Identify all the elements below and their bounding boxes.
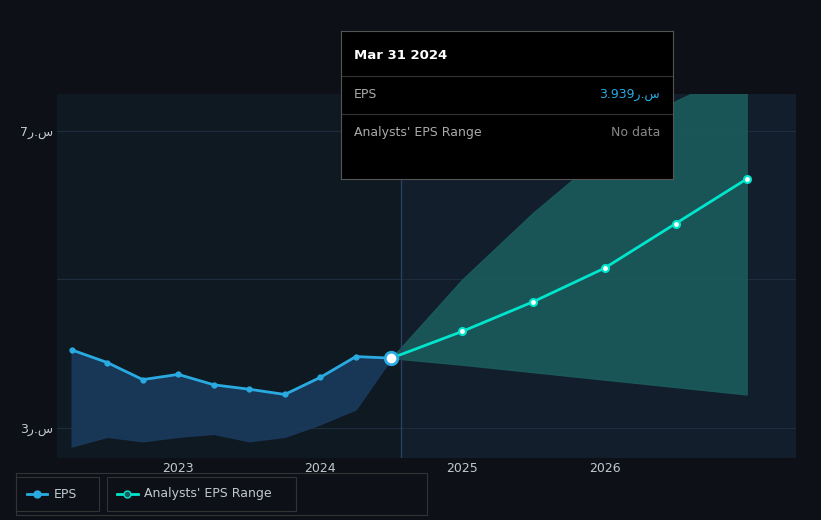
Bar: [57, 94, 401, 458]
Text: Analysts' EPS Range: Analysts' EPS Range: [354, 126, 482, 139]
Text: Analysts' EPS Range: Analysts' EPS Range: [144, 488, 271, 500]
Text: 3.939ر.س: 3.939ر.س: [599, 87, 660, 100]
Bar: [107, 476, 296, 512]
Text: EPS: EPS: [354, 87, 378, 100]
Text: Analysts Forecasts: Analysts Forecasts: [413, 102, 523, 115]
Text: Actual: Actual: [353, 102, 390, 115]
Text: No data: No data: [611, 126, 660, 139]
Text: Mar 31 2024: Mar 31 2024: [354, 49, 447, 62]
Text: EPS: EPS: [53, 488, 76, 500]
Bar: [16, 476, 99, 512]
